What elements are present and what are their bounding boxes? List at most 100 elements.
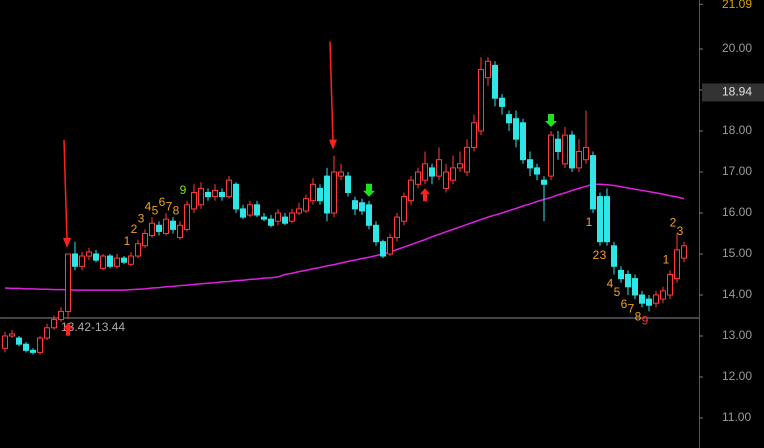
setup-count: 3 [600,248,607,262]
setup-count: 9 [180,183,187,197]
candle-body [534,167,540,175]
pointer-line [329,41,334,142]
candle-body [401,196,407,222]
candle-body [289,212,295,222]
candle-body [156,224,162,232]
candle-body [254,204,260,216]
y-tick-label: 16.00 [722,205,752,219]
candle-body [429,167,435,177]
pointer-head [63,237,71,248]
setup-count: 4 [607,277,614,291]
buy-arrow [63,322,73,336]
y-tick-label: 17.00 [722,164,752,178]
candle-body [499,97,505,107]
candle-body [261,216,267,220]
setup-count: 2 [593,248,600,262]
candle-body [352,200,358,210]
candle-body [443,171,449,189]
candle-body [590,155,596,210]
candle-body [219,191,225,198]
candle-body [303,198,309,212]
setup-count: 3 [138,212,145,226]
candle-body [674,249,680,280]
candle-body [520,122,526,161]
candle-body [100,255,106,269]
pointer-line [63,139,68,241]
candle-body [184,204,190,230]
y-tick-label: 20.00 [722,41,752,55]
candle-body [513,118,519,140]
candle-body [331,171,337,214]
candle-body [2,335,8,349]
y-tick-label: 13.00 [722,328,752,342]
setup-count: 1 [663,253,670,267]
candle-body [387,237,393,255]
candle-body [422,163,428,181]
setup-count: 1 [124,234,131,248]
candle-body [16,337,22,345]
y-tick-label: 18.00 [722,123,752,137]
candle-body [562,134,568,165]
setup-count: 7 [628,301,635,315]
setup-count: 8 [173,203,180,217]
max-label: 21.09 [722,0,752,11]
candle-body [471,122,477,148]
candle-body [415,171,421,185]
setup-count: 9 [642,314,649,328]
range-label: 13.42-13.44 [61,320,125,334]
candle-body [506,114,512,124]
candle-body [625,273,631,288]
setup-count: 2 [131,222,138,236]
setup-count: 4 [145,199,152,213]
setup-count: 5 [614,285,621,299]
candle-body [51,319,57,329]
candle-body [541,179,547,185]
candle-body [226,179,232,198]
candle-body [681,245,687,259]
candle-body [492,64,498,99]
candle-body [30,349,36,353]
candle-body [296,208,302,214]
candle-body [394,216,400,239]
candle-body [268,218,274,226]
candle-body [79,255,85,267]
buy-arrow [420,188,430,202]
candle-body [359,202,365,212]
setup-count: 1 [586,215,593,229]
last-price-box [702,83,764,102]
candle-body [23,343,29,351]
candle-body [548,134,554,177]
y-tick-label: 11.00 [722,410,751,424]
sell-arrow [545,113,557,127]
candle-body [611,245,617,267]
candle-body [72,253,78,267]
candle-body [212,189,218,198]
candle-body [569,134,575,169]
candle-body [191,191,197,210]
candle-body [163,218,169,234]
moving-average [4,183,685,291]
candle-body [660,290,666,300]
candle-body [170,220,176,230]
pointer-head [329,139,337,150]
candle-body [436,159,442,177]
candle-body [457,163,463,169]
y-tick-label: 14.00 [722,287,752,301]
candle-body [247,204,253,216]
candle-body [646,298,652,306]
candle-body [653,294,659,304]
candle-body [450,167,456,181]
candle-body [485,60,491,79]
candle-body [198,187,204,206]
candle-body [121,257,127,263]
setup-count: 2 [670,216,677,230]
candle-body [233,183,239,210]
sell-arrow [363,183,375,197]
candle-body [37,337,43,353]
candle-body [282,216,288,224]
candle-body [142,232,148,247]
setup-count: 5 [152,203,159,217]
candle-body [639,294,645,304]
candle-body [317,187,323,202]
